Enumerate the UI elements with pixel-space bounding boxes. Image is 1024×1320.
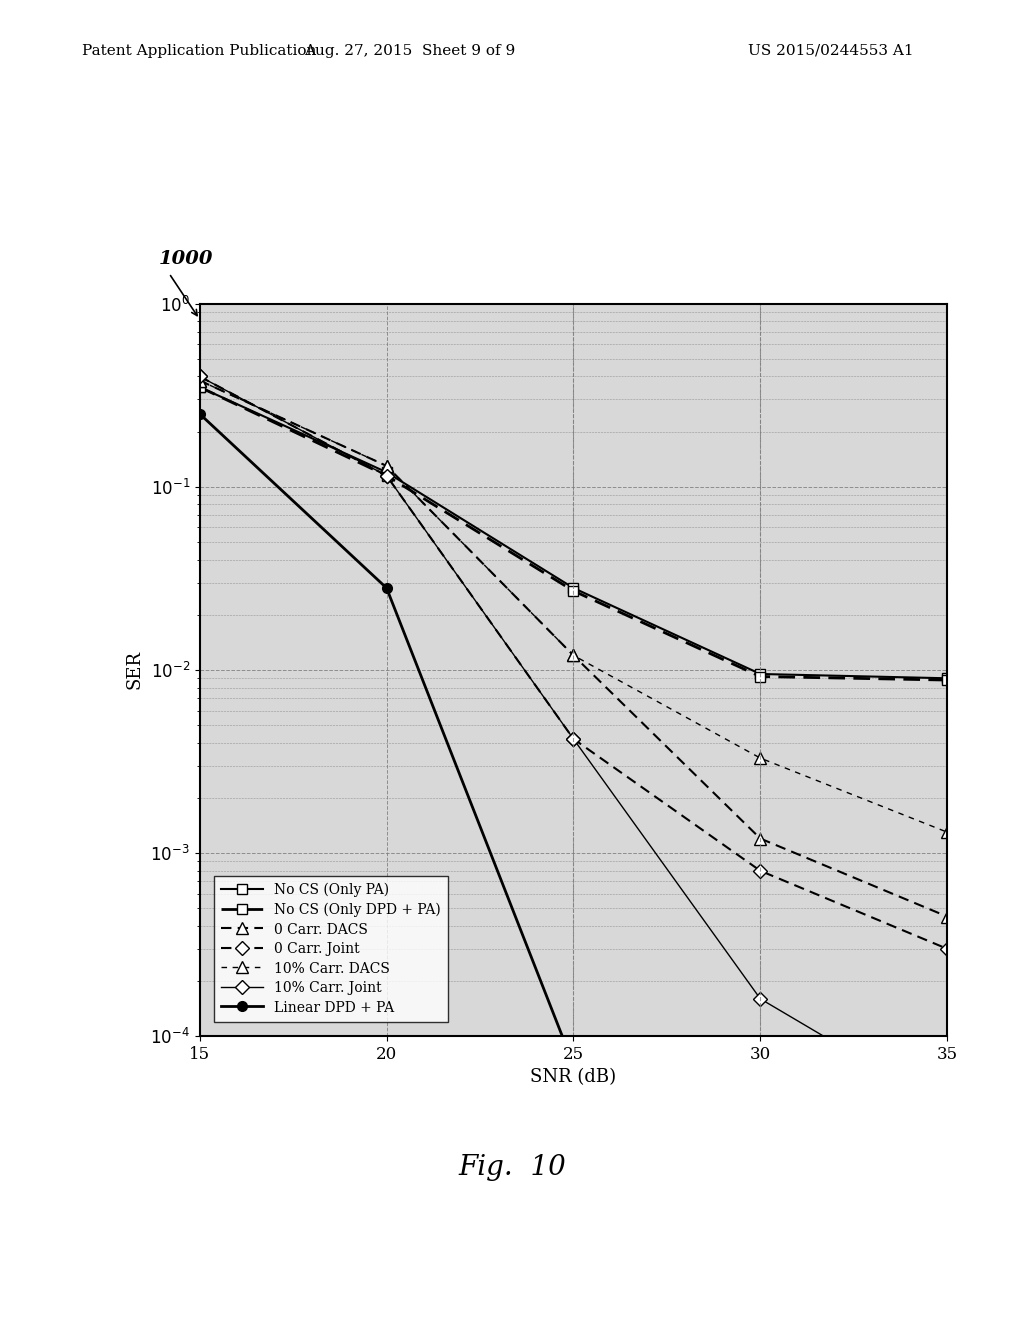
10% Carr. DACS (754, 750, 766, 766)
Line: 0 Carr. Joint: 0 Carr. Joint (195, 372, 952, 953)
No CS (Only DPD + PA) (941, 672, 953, 688)
0 Carr. DACS (381, 458, 393, 474)
10% Carr. Joint (941, 1101, 953, 1117)
Text: Patent Application Publication: Patent Application Publication (82, 44, 316, 58)
10% Carr. DACS (194, 372, 206, 388)
Line: 10% Carr. DACS: 10% Carr. DACS (195, 375, 952, 838)
No CS (Only DPD + PA) (754, 669, 766, 685)
Linear DPD + PA (941, 1092, 953, 1107)
Line: 10% Carr. Joint: 10% Carr. Joint (195, 372, 952, 1114)
No CS (Only DPD + PA) (194, 379, 206, 395)
No CS (Only PA) (381, 465, 393, 480)
0 Carr. DACS (567, 648, 580, 664)
Text: Aug. 27, 2015  Sheet 9 of 9: Aug. 27, 2015 Sheet 9 of 9 (304, 44, 515, 58)
No CS (Only DPD + PA) (567, 583, 580, 599)
10% Carr. Joint (194, 368, 206, 384)
X-axis label: SNR (dB): SNR (dB) (530, 1068, 616, 1086)
No CS (Only PA) (567, 579, 580, 595)
Linear DPD + PA (754, 1084, 766, 1100)
0 Carr. Joint (941, 941, 953, 957)
0 Carr. Joint (754, 863, 766, 879)
10% Carr. Joint (567, 731, 580, 747)
10% Carr. Joint (381, 467, 393, 483)
0 Carr. Joint (567, 731, 580, 747)
10% Carr. DACS (567, 648, 580, 664)
Line: No CS (Only DPD + PA): No CS (Only DPD + PA) (195, 383, 952, 685)
0 Carr. Joint (381, 467, 393, 483)
0 Carr. DACS (754, 830, 766, 846)
Legend: No CS (Only PA), No CS (Only DPD + PA), 0 Carr. DACS, 0 Carr. Joint, 10% Carr. D: No CS (Only PA), No CS (Only DPD + PA), … (214, 876, 447, 1022)
Text: 1000: 1000 (159, 249, 213, 268)
Linear DPD + PA (381, 579, 393, 595)
Text: Fig.  10: Fig. 10 (458, 1154, 566, 1181)
Y-axis label: SER: SER (125, 651, 143, 689)
10% Carr. DACS (941, 824, 953, 840)
No CS (Only PA) (941, 671, 953, 686)
Text: US 2015/0244553 A1: US 2015/0244553 A1 (748, 44, 913, 58)
10% Carr. DACS (381, 458, 393, 474)
Line: No CS (Only PA): No CS (Only PA) (195, 383, 952, 684)
0 Carr. DACS (941, 908, 953, 924)
Line: 0 Carr. DACS: 0 Carr. DACS (195, 375, 952, 923)
Linear DPD + PA (567, 1056, 580, 1072)
No CS (Only PA) (754, 667, 766, 682)
Linear DPD + PA (194, 407, 206, 422)
No CS (Only DPD + PA) (381, 467, 393, 483)
Line: Linear DPD + PA: Linear DPD + PA (195, 409, 952, 1105)
0 Carr. Joint (194, 368, 206, 384)
10% Carr. Joint (754, 991, 766, 1007)
0 Carr. DACS (194, 372, 206, 388)
No CS (Only PA) (194, 379, 206, 395)
